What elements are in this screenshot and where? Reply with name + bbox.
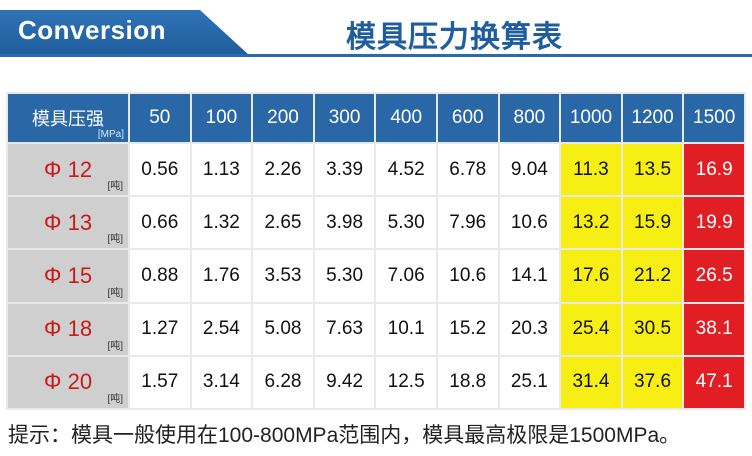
table-cell-danger: 47.1 <box>684 356 744 408</box>
row-label-text: Φ 20 <box>43 369 93 395</box>
row-unit: [吨] <box>107 234 123 246</box>
table-cell: 10.6 <box>437 250 498 302</box>
header-row: 模具压强 [MPa] 50 100 200 300 400 600 800 10… <box>8 94 744 142</box>
table-row: Φ 18 [吨] 1.27 2.54 5.08 7.63 10.1 15.2 2… <box>8 303 744 355</box>
table-cell: 5.08 <box>253 303 313 355</box>
table-cell: 9.04 <box>499 144 560 196</box>
pressure-header: 600 <box>437 94 498 142</box>
conversion-banner <box>0 10 250 56</box>
header: Conversion 模具压力换算表 <box>0 0 752 80</box>
table-row: Φ 13 [吨] 0.66 1.32 2.65 3.98 5.30 7.96 1… <box>8 197 744 249</box>
pressure-header: 1000 <box>561 94 621 142</box>
table-cell: 3.53 <box>253 250 313 302</box>
row-unit: [吨] <box>107 394 123 405</box>
table-cell-caution: 17.6 <box>561 250 621 302</box>
row-label-text: Φ 12 <box>43 156 93 182</box>
table-cell: 7.06 <box>376 250 436 302</box>
pressure-header: 100 <box>191 94 252 142</box>
table-cell-caution: 37.6 <box>622 356 683 408</box>
row-label-text: Φ 13 <box>43 209 93 235</box>
table-cell: 10.1 <box>376 303 436 355</box>
table-cell: 4.52 <box>376 144 436 196</box>
table-cell-danger: 19.9 <box>684 197 744 249</box>
table-cell: 2.65 <box>253 197 313 249</box>
row-label: Φ 15 [吨] <box>8 250 128 302</box>
table-cell: 10.6 <box>499 197 560 249</box>
table-cell: 20.3 <box>499 303 560 355</box>
usage-note: 提示：模具一般使用在100-800MPa范围内，模具最高极限是1500MPa。 <box>8 424 681 447</box>
table-row: Φ 12 [吨] 0.56 1.13 2.26 3.39 4.52 6.78 9… <box>8 144 744 196</box>
table-cell: 1.57 <box>130 356 190 408</box>
table-cell: 18.8 <box>437 356 498 408</box>
table-cell: 1.32 <box>191 197 252 249</box>
table-cell-caution: 31.4 <box>561 356 621 408</box>
conversion-table-container: 模具压强 [MPa] 50 100 200 300 400 600 800 10… <box>6 92 746 410</box>
table-cell-danger: 26.5 <box>684 250 744 302</box>
table-cell: 12.5 <box>376 356 436 408</box>
corner-label: 模具压强 <box>32 109 104 129</box>
table-cell: 15.2 <box>437 303 498 355</box>
table-cell-caution: 21.2 <box>622 250 683 302</box>
banner-label: Conversion <box>18 15 167 45</box>
table-cell: 2.54 <box>191 303 252 355</box>
table-cell: 0.56 <box>130 144 190 196</box>
table-cell-caution: 13.5 <box>622 144 683 196</box>
table-row: Φ 15 [吨] 0.88 1.76 3.53 5.30 7.06 10.6 1… <box>8 250 744 302</box>
pressure-header: 400 <box>376 94 436 142</box>
conversion-table: 模具压强 [MPa] 50 100 200 300 400 600 800 10… <box>6 92 746 410</box>
table-cell: 5.30 <box>376 197 436 249</box>
table-cell: 1.27 <box>130 303 190 355</box>
table-cell: 1.76 <box>191 250 252 302</box>
table-cell-caution: 25.4 <box>561 303 621 355</box>
table-cell: 7.63 <box>314 303 375 355</box>
table-cell: 3.39 <box>314 144 375 196</box>
table-cell: 0.66 <box>130 197 190 249</box>
header-divider <box>0 54 752 57</box>
row-label: Φ 12 [吨] <box>8 144 128 196</box>
pressure-header: 300 <box>314 94 375 142</box>
table-cell: 1.13 <box>191 144 252 196</box>
row-unit: [吨] <box>107 287 123 299</box>
corner-header: 模具压强 [MPa] <box>8 94 128 142</box>
row-label: Φ 20 [吨] <box>8 356 128 408</box>
table-cell: 25.1 <box>499 356 560 408</box>
table-cell-caution: 13.2 <box>561 197 621 249</box>
pressure-header: 1200 <box>622 94 683 142</box>
table-cell-caution: 30.5 <box>622 303 683 355</box>
pressure-header: 1500 <box>684 94 744 142</box>
corner-unit: [MPa] <box>97 129 124 140</box>
pressure-header: 50 <box>130 94 190 142</box>
row-label: Φ 18 [吨] <box>8 303 128 355</box>
table-cell: 7.96 <box>437 197 498 249</box>
table-cell: 5.30 <box>314 250 375 302</box>
pressure-header: 800 <box>499 94 560 142</box>
table-cell: 6.78 <box>437 144 498 196</box>
table-cell-caution: 15.9 <box>622 197 683 249</box>
page-title: 模具压力换算表 <box>346 21 563 54</box>
table-cell: 14.1 <box>499 250 560 302</box>
table-cell: 9.42 <box>314 356 375 408</box>
table-cell: 3.98 <box>314 197 375 249</box>
table-cell: 0.88 <box>130 250 190 302</box>
table-cell: 2.26 <box>253 144 313 196</box>
row-unit: [吨] <box>107 181 123 193</box>
table-cell-caution: 11.3 <box>561 144 621 196</box>
row-label-text: Φ 18 <box>43 316 93 342</box>
table-cell: 6.28 <box>253 356 313 408</box>
pressure-header: 200 <box>253 94 313 142</box>
row-unit: [吨] <box>107 340 123 352</box>
table-cell-danger: 16.9 <box>684 144 744 196</box>
row-label: Φ 13 [吨] <box>8 197 128 249</box>
table-cell: 3.14 <box>191 356 252 408</box>
table-cell-danger: 38.1 <box>684 303 744 355</box>
table-row: Φ 20 [吨] 1.57 3.14 6.28 9.42 12.5 18.8 2… <box>8 356 744 408</box>
row-label-text: Φ 15 <box>43 262 93 288</box>
